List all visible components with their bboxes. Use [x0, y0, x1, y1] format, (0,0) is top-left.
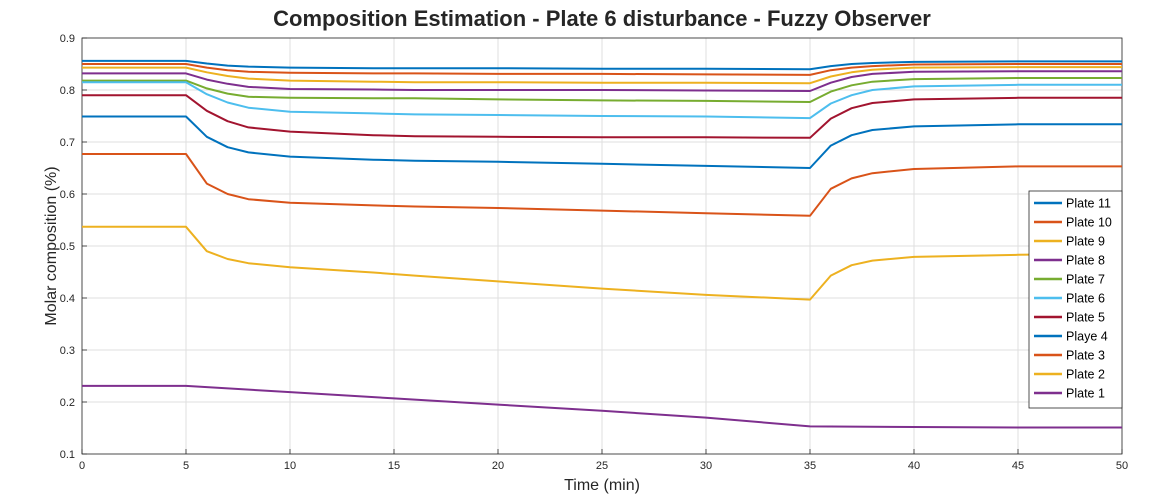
x-tick-label: 20	[492, 460, 504, 472]
series-line-1	[82, 59, 1122, 71]
x-tick-label: 15	[388, 460, 400, 472]
y-tick-label: 0.7	[60, 137, 75, 149]
y-tick-label: 0.2	[60, 397, 75, 409]
series-line-8	[82, 115, 1122, 169]
x-tick-label: 0	[79, 460, 85, 472]
series-line-9	[82, 153, 1122, 217]
x-tick-label: 25	[596, 460, 608, 472]
legend-entry: Plate 9	[1066, 235, 1105, 249]
legend-box	[1028, 190, 1123, 409]
x-tick-label: 5	[183, 460, 189, 472]
y-tick-label: 0.6	[60, 189, 75, 201]
y-tick-label: 0.8	[60, 85, 75, 97]
y-axis-label: Molar composition (%)	[43, 166, 60, 325]
legend-entry: Plate 2	[1066, 368, 1105, 382]
y-tick-label: 0.1	[60, 449, 75, 461]
y-tick-label: 0.3	[60, 345, 75, 357]
series-line-2	[82, 63, 1122, 76]
x-axis-label: Time (min)	[564, 477, 640, 494]
legend-entry: Plate 8	[1066, 254, 1105, 268]
legend-entry: Plate 5	[1066, 311, 1105, 325]
series-line-5	[82, 77, 1122, 103]
x-tick-label: 35	[804, 460, 816, 472]
series-line-10	[82, 225, 1123, 301]
legend-entry: Plate 7	[1066, 273, 1105, 287]
legend-entry: Plate 11	[1066, 197, 1111, 211]
x-tick-label: 40	[908, 460, 920, 472]
legend-entry: Plate 6	[1066, 292, 1105, 306]
series-line-6	[82, 81, 1122, 120]
x-tick-label: 50	[1116, 460, 1128, 472]
x-tick-label: 30	[700, 460, 712, 472]
y-tick-label: 0.4	[60, 293, 75, 305]
y-tick-label: 0.9	[60, 33, 75, 45]
x-tick-label: 10	[284, 460, 296, 472]
x-tick-label: 45	[1012, 460, 1024, 472]
series-line-7	[82, 94, 1122, 139]
legend-entry: Plate 1	[1066, 387, 1105, 401]
legend-entry: Plate 10	[1066, 216, 1112, 230]
legend-entry: Plate 3	[1066, 349, 1105, 363]
series-line-4	[82, 70, 1122, 92]
series-line-11	[82, 384, 1122, 429]
legend-entry: Playe 4	[1066, 330, 1108, 344]
y-tick-label: 0.5	[60, 241, 75, 253]
series-line-3	[82, 66, 1122, 85]
chart-title: Composition Estimation - Plate 6 disturb…	[273, 6, 931, 31]
